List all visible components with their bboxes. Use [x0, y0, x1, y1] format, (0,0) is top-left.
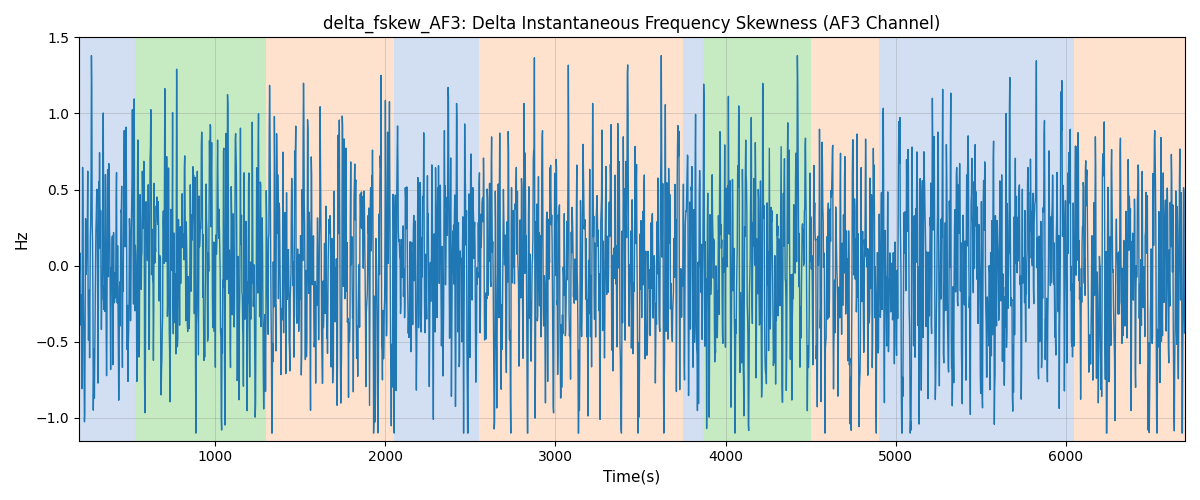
Bar: [811, 38, 878, 440]
Y-axis label: Hz: Hz: [14, 230, 30, 249]
Bar: [394, 38, 479, 440]
Bar: [683, 38, 703, 440]
Bar: [1074, 38, 1186, 440]
Bar: [479, 38, 683, 440]
Bar: [79, 38, 136, 440]
Bar: [878, 38, 1074, 440]
X-axis label: Time(s): Time(s): [604, 470, 660, 485]
Title: delta_fskew_AF3: Delta Instantaneous Frequency Skewness (AF3 Channel): delta_fskew_AF3: Delta Instantaneous Fre…: [323, 15, 941, 34]
Bar: [136, 38, 266, 440]
Bar: [266, 38, 394, 440]
Bar: [703, 38, 811, 440]
